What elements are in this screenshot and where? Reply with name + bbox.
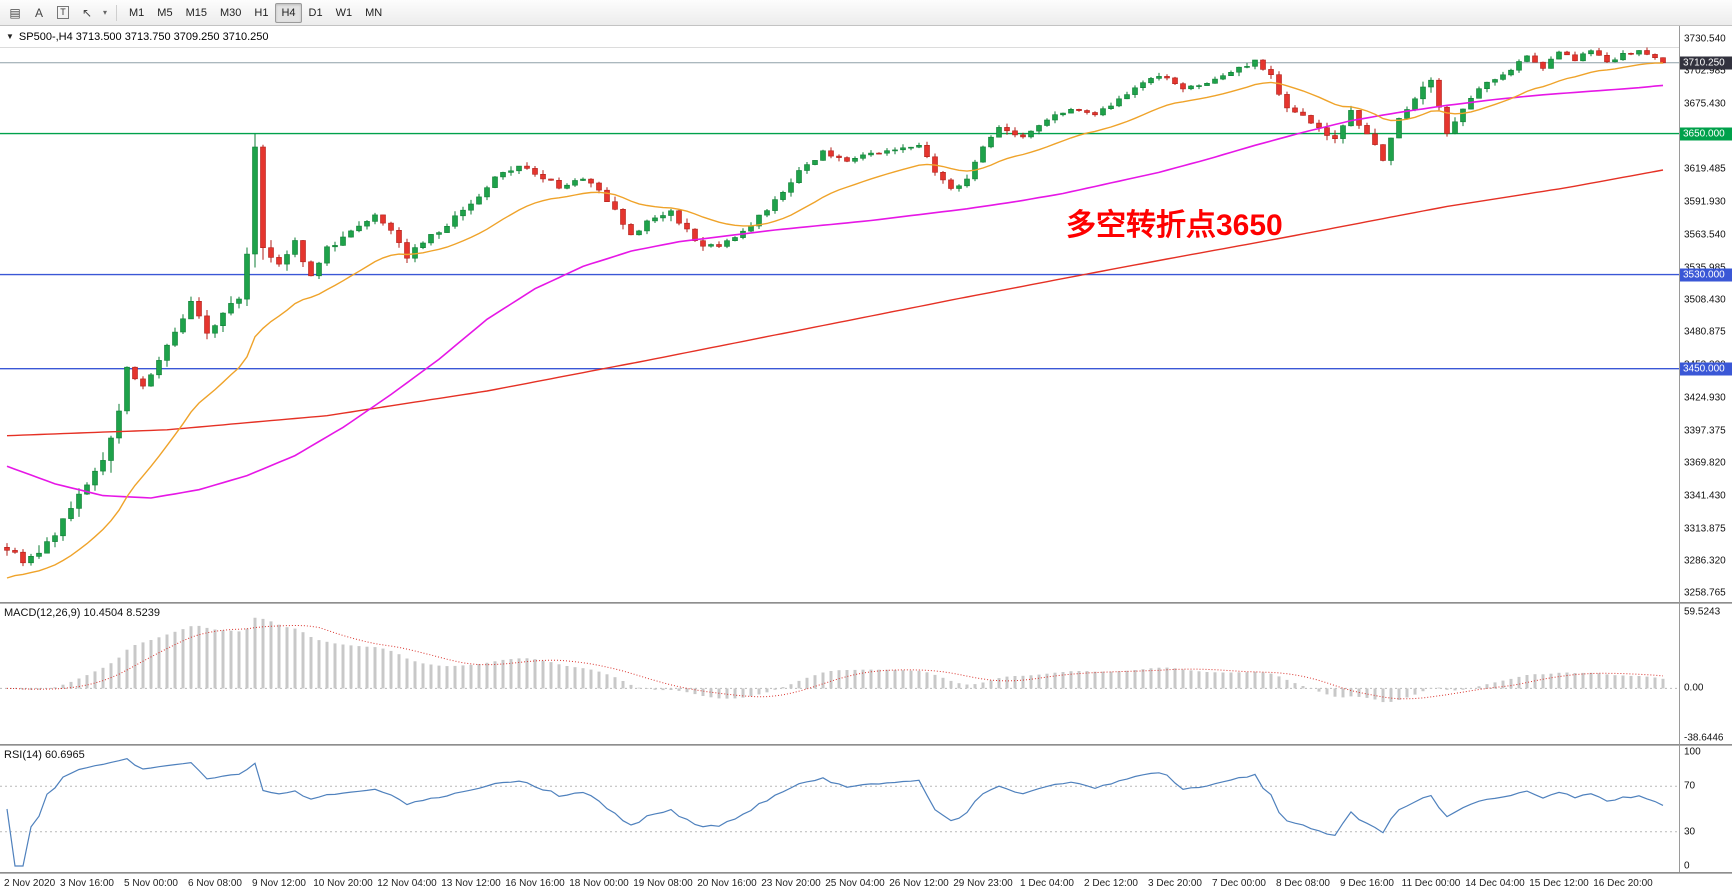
price-axis-label: 3341.430 bbox=[1684, 490, 1726, 502]
tool-group: ▤ A T ↖ ▾ bbox=[4, 3, 110, 23]
price-axis-label: 3619.485 bbox=[1684, 163, 1726, 175]
time-axis-label: 25 Nov 04:00 bbox=[825, 878, 885, 889]
panel-separator[interactable] bbox=[0, 744, 1732, 746]
time-axis-label: 9 Nov 12:00 bbox=[252, 878, 306, 889]
tf-button-h4[interactable]: H4 bbox=[275, 2, 302, 23]
price-axis-label: 3508.430 bbox=[1684, 294, 1726, 306]
panel-separator[interactable] bbox=[0, 602, 1732, 604]
time-axis-label: 8 Dec 08:00 bbox=[1276, 878, 1330, 889]
price-axis-label: 3675.430 bbox=[1684, 98, 1726, 110]
bid-price-badge: 3710.250 bbox=[1680, 56, 1732, 70]
tf-button-m1[interactable]: M1 bbox=[129, 6, 145, 19]
timeframe-group: M1 M5 M15 M30 H1 H4 D1 W1 MN bbox=[123, 2, 388, 23]
tf-button-mn[interactable]: MN bbox=[365, 6, 383, 19]
title-underline bbox=[0, 47, 1680, 48]
macd-axis-label: 0.00 bbox=[1684, 682, 1704, 694]
time-axis-label: 16 Nov 16:00 bbox=[505, 878, 565, 889]
tools-dropdown-caret-icon[interactable]: ▾ bbox=[102, 8, 107, 17]
price-axis-label: 3730.540 bbox=[1684, 33, 1726, 45]
time-axis-label: 3 Dec 20:00 bbox=[1148, 878, 1202, 889]
time-axis-label: 12 Nov 04:00 bbox=[377, 878, 437, 889]
time-axis-label: 13 Nov 12:00 bbox=[441, 878, 501, 889]
price-axis-label: 3286.320 bbox=[1684, 555, 1726, 567]
time-axis-label: 6 Nov 08:00 bbox=[188, 878, 242, 889]
time-axis-label: 16 Dec 20:00 bbox=[1593, 878, 1653, 889]
macd-panel-canvas[interactable] bbox=[0, 604, 1680, 744]
time-axis-label: 3 Nov 16:00 bbox=[60, 878, 114, 889]
time-axis-label: 26 Nov 12:00 bbox=[889, 878, 949, 889]
time-axis-label: 2 Dec 12:00 bbox=[1084, 878, 1138, 889]
time-axis-label: 10 Nov 20:00 bbox=[313, 878, 373, 889]
time-axis-label: 23 Nov 20:00 bbox=[761, 878, 821, 889]
rsi-axis-label: 100 bbox=[1684, 746, 1701, 758]
price-axis-label: 3480.875 bbox=[1684, 326, 1726, 338]
symbol-ohlc-text: SP500-,H4 3713.500 3713.750 3709.250 371… bbox=[18, 31, 269, 43]
text-box-icon[interactable]: T bbox=[52, 3, 74, 23]
rsi-axis-label: 30 bbox=[1684, 826, 1696, 838]
time-axis-label: 11 Dec 00:00 bbox=[1401, 878, 1461, 889]
cursor-tool-icon[interactable]: ↖ bbox=[81, 5, 93, 20]
chart-annotation-text: 多空转折点3650 bbox=[1066, 209, 1283, 242]
rsi-axis-label: 0 bbox=[1684, 860, 1690, 872]
time-axis-label: 2 Nov 2020 bbox=[4, 878, 56, 889]
time-axis-label: 18 Nov 00:00 bbox=[569, 878, 629, 889]
tf-button-m30[interactable]: M30 bbox=[219, 6, 242, 19]
rsi-label: RSI(14) 60.6965 bbox=[4, 749, 85, 761]
time-axis-label: 1 Dec 04:00 bbox=[1020, 878, 1074, 889]
price-axis-label: 3397.375 bbox=[1684, 425, 1726, 437]
tf-button-w1[interactable]: W1 bbox=[335, 6, 353, 19]
macd-axis-label: -38.6446 bbox=[1684, 732, 1724, 744]
text-annotation-icon[interactable]: A bbox=[34, 5, 43, 20]
tf-button-m5[interactable]: M5 bbox=[157, 6, 173, 19]
tf-button-m15[interactable]: M15 bbox=[185, 6, 207, 19]
time-axis-label: 9 Dec 16:00 bbox=[1340, 878, 1394, 889]
time-axis-label: 20 Nov 16:00 bbox=[697, 878, 757, 889]
main-chart-canvas[interactable] bbox=[0, 26, 1680, 602]
price-level-badge-3530.000: 3530.000 bbox=[1680, 268, 1732, 282]
toolbar-separator bbox=[116, 4, 117, 21]
macd-axis-label: 59.5243 bbox=[1684, 606, 1721, 618]
price-axis-label: 3535.985 bbox=[1684, 262, 1726, 273]
tf-button-h1[interactable]: H1 bbox=[254, 6, 269, 19]
time-axis-label: 7 Dec 00:00 bbox=[1212, 878, 1266, 889]
time-axis-label: 15 Dec 12:00 bbox=[1529, 878, 1589, 889]
time-axis-label: 5 Nov 00:00 bbox=[124, 878, 178, 889]
price-scale-border bbox=[1679, 26, 1680, 872]
price-axis-label: 3258.765 bbox=[1684, 587, 1726, 599]
time-axis-label: 14 Dec 04:00 bbox=[1465, 878, 1525, 889]
chart-title: ▼ SP500-,H4 3713.500 3713.750 3709.250 37… bbox=[6, 31, 268, 43]
price-axis-label: 3563.540 bbox=[1684, 229, 1726, 241]
collapse-arrow-icon[interactable]: ▼ bbox=[6, 32, 14, 41]
time-axis-label: 19 Nov 08:00 bbox=[633, 878, 693, 889]
price-level-badge-3650.000: 3650.000 bbox=[1680, 127, 1732, 141]
panel-separator[interactable] bbox=[0, 872, 1732, 874]
price-axis-label: 3702.985 bbox=[1684, 65, 1726, 77]
rsi-axis-label: 70 bbox=[1684, 780, 1696, 792]
time-axis-label: 29 Nov 23:00 bbox=[953, 878, 1013, 889]
tf-button-d1[interactable]: D1 bbox=[308, 6, 323, 19]
price-axis-label: 3369.820 bbox=[1684, 457, 1726, 469]
price-axis-label: 3591.930 bbox=[1684, 196, 1726, 208]
rsi-panel-canvas[interactable] bbox=[0, 746, 1680, 872]
price-axis-label: 3424.930 bbox=[1684, 392, 1726, 404]
price-level-badge-3450.000: 3450.000 bbox=[1680, 362, 1732, 376]
toolbar: ▤ A T ↖ ▾ M1 M5 M15 M30 H1 H4 D1 W1 MN bbox=[0, 0, 1732, 26]
price-axis-label: 3313.875 bbox=[1684, 523, 1726, 535]
macd-label: MACD(12,26,9) 10.4504 8.5239 bbox=[4, 607, 160, 619]
chart-grid-icon[interactable]: ▤ bbox=[9, 5, 21, 20]
